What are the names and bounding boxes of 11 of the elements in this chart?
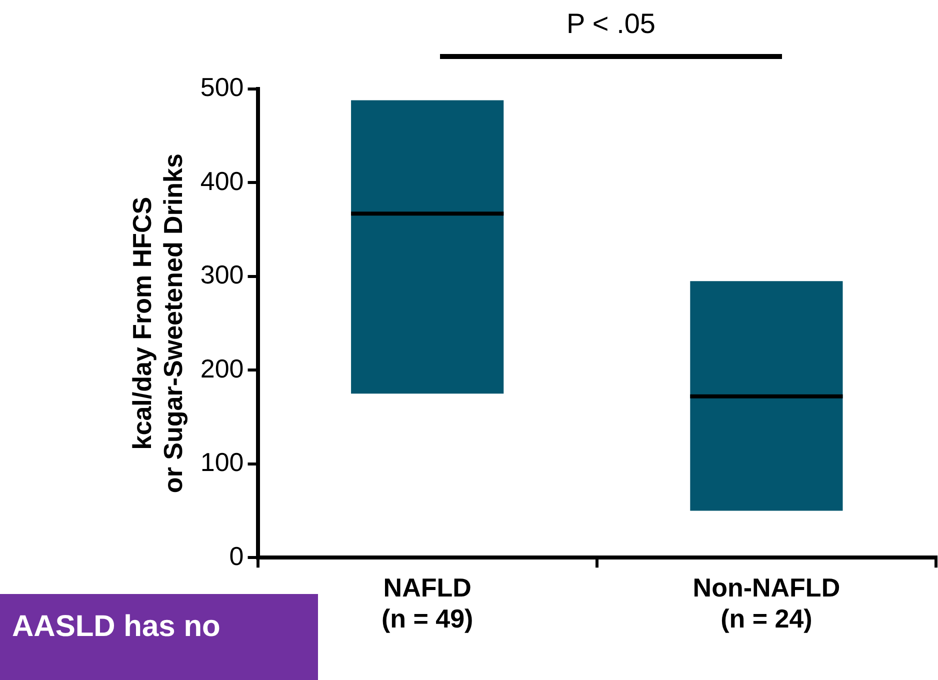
y-tick-label: 0 [229,540,244,571]
text: AASLD has no [0,594,318,680]
y-tick-label: 400 [200,166,244,196]
y-tick-label: 500 [200,72,244,102]
y-tick-label: 100 [200,447,244,478]
text: P < .05 [565,8,656,40]
y-axis-title: kcal/day From HFCS or Sugar-Sweetened Drinks [126,154,188,494]
y-tick-label: 200 [200,353,244,384]
x-tick-label: Non-NAFLD (n = 24) [692,572,840,634]
y-tick-label: 300 [200,260,244,290]
x-tick-label: NAFLD (n = 49) [381,572,474,634]
